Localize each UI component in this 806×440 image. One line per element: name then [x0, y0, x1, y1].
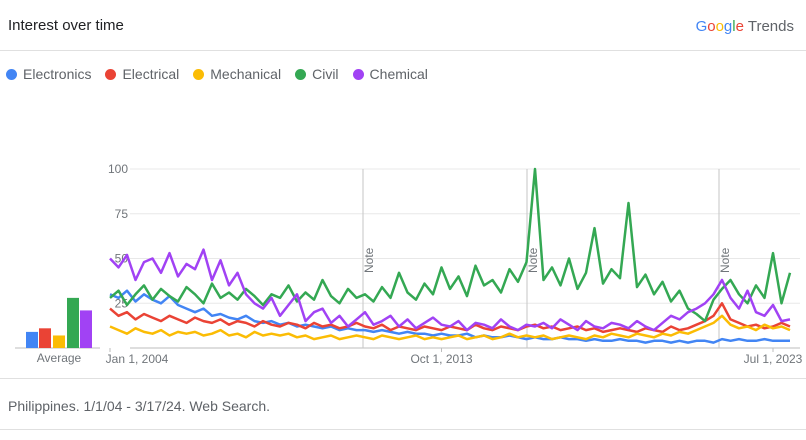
series-line — [109, 167, 792, 323]
brand-product: Trends — [747, 18, 794, 35]
legend-dot — [6, 68, 17, 80]
footer: Philippines. 1/1/04 - 3/17/24. Web Searc… — [0, 378, 806, 430]
x-tick-label: Jan 1, 2004 — [106, 352, 169, 366]
average-bar — [53, 335, 65, 348]
average-bar — [67, 297, 79, 348]
note-label: Note — [718, 247, 732, 273]
average-bar — [39, 328, 51, 348]
y-tick-label: 75 — [115, 207, 129, 221]
legend-dot — [295, 68, 307, 80]
legend-item[interactable]: Civil — [295, 66, 339, 82]
legend-item[interactable]: Chemical — [352, 66, 428, 82]
brand-google: Google — [696, 18, 744, 35]
x-tick-label: Jul 1, 2023 — [744, 352, 803, 366]
series-line — [109, 248, 791, 332]
legend-label: Electronics — [23, 66, 92, 82]
legend-label: Electrical — [122, 66, 180, 82]
average-label: Average — [37, 351, 82, 365]
header: Interest over time Google Trends — [0, 0, 806, 51]
x-tick-label: Oct 1, 2013 — [410, 352, 472, 366]
legend-label: Civil — [312, 66, 339, 82]
brand-letter: l — [732, 18, 736, 35]
note-label: Note — [526, 247, 540, 273]
legend-item[interactable]: Mechanical — [193, 66, 281, 82]
brand-letter: G — [695, 18, 708, 35]
average-bar — [80, 310, 92, 348]
brand-letter: o — [715, 18, 724, 35]
y-tick-label: 50 — [115, 252, 129, 266]
brand-letter: g — [723, 18, 733, 35]
average-bar — [26, 331, 38, 348]
legend-item[interactable]: Electrical — [105, 66, 179, 82]
header-title: Interest over time — [8, 17, 124, 34]
legend-dot — [105, 68, 117, 80]
brand-letter: o — [707, 18, 716, 35]
footer-text: Philippines. 1/1/04 - 3/17/24. Web Searc… — [8, 398, 271, 414]
brand-letter: e — [735, 18, 744, 35]
legend-label: Chemical — [369, 66, 428, 82]
note-label: Note — [362, 247, 376, 273]
legend-dot — [352, 68, 364, 80]
brand: Google Trends — [696, 18, 794, 35]
y-tick-label: 100 — [108, 162, 128, 176]
series-line — [109, 314, 791, 341]
series-line — [109, 289, 790, 344]
legend-label: Mechanical — [210, 66, 282, 82]
legend: Electronics Electrical Mechanical Civil Chem… — [6, 66, 428, 82]
legend-item[interactable]: Electronics — [6, 66, 91, 82]
legend-dot — [193, 68, 205, 80]
